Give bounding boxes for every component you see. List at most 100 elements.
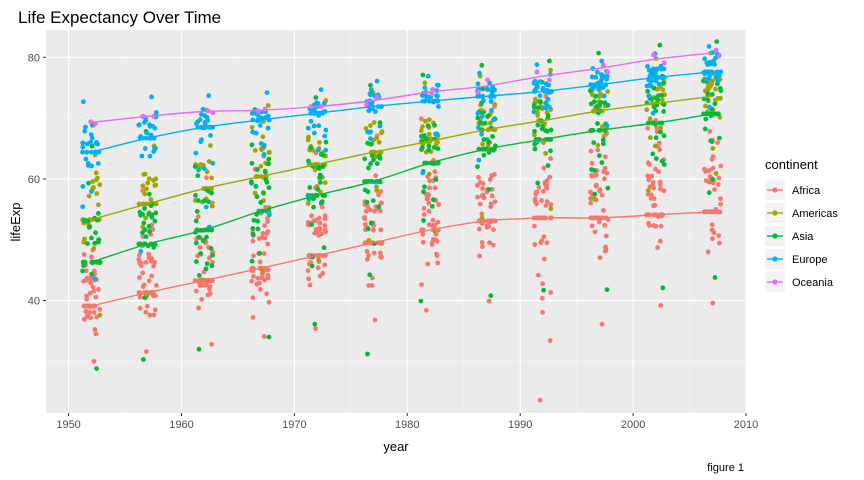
data-point-americas — [426, 131, 432, 137]
data-point-europe — [144, 130, 150, 136]
data-point-americas — [659, 97, 665, 103]
data-point-americas — [316, 257, 321, 263]
data-point-africa — [645, 173, 651, 179]
data-point-africa — [715, 182, 721, 187]
data-point-americas — [206, 159, 212, 164]
data-point-americas — [426, 171, 432, 177]
data-point-americas — [96, 202, 101, 208]
data-point-asia — [426, 147, 432, 153]
data-point-asia — [204, 261, 210, 267]
data-point-africa — [91, 358, 97, 364]
data-point-africa — [88, 315, 93, 320]
data-point-africa — [548, 156, 553, 162]
data-point-africa — [259, 235, 265, 240]
data-point-asia — [591, 140, 597, 146]
data-point-americas — [153, 201, 159, 207]
data-point-africa — [492, 199, 498, 205]
data-point-americas — [479, 215, 485, 221]
data-point-africa — [710, 165, 716, 171]
data-point-europe — [147, 153, 153, 159]
data-point-africa — [593, 182, 599, 188]
data-point-europe — [149, 94, 155, 100]
data-point-africa — [418, 116, 424, 122]
data-point-africa — [548, 202, 554, 207]
data-point-africa — [250, 238, 256, 244]
data-point-europe — [434, 93, 439, 98]
data-point-africa — [319, 231, 324, 237]
data-point-africa — [91, 288, 97, 294]
data-point-europe — [199, 137, 204, 143]
data-point-africa — [717, 209, 722, 215]
data-point-europe — [476, 125, 481, 130]
data-point-americas — [600, 124, 605, 129]
data-point-africa — [261, 251, 267, 256]
data-point-africa — [140, 270, 146, 276]
data-point-asia — [249, 180, 255, 186]
data-point-asia — [592, 94, 598, 99]
data-point-americas — [97, 182, 103, 188]
data-point-europe — [82, 128, 88, 134]
x-tick-label: 1990 — [508, 419, 532, 431]
data-point-africa — [199, 297, 205, 302]
data-point-africa — [539, 198, 544, 203]
data-point-asia — [140, 212, 146, 217]
data-point-europe — [316, 113, 322, 118]
data-point-europe — [535, 84, 540, 90]
data-point-europe — [204, 115, 210, 120]
legend-key-point-africa — [772, 187, 778, 193]
data-point-africa — [426, 192, 431, 198]
data-point-americas — [374, 135, 379, 141]
data-point-africa — [254, 281, 260, 287]
data-point-americas — [591, 196, 597, 202]
data-point-europe — [475, 111, 481, 116]
data-point-africa — [426, 208, 432, 214]
x-tick-label: 1950 — [56, 419, 80, 431]
data-point-africa — [548, 290, 554, 295]
data-point-asia — [714, 111, 720, 117]
data-point-africa — [715, 140, 720, 146]
data-point-europe — [323, 147, 329, 153]
data-point-africa — [84, 296, 90, 302]
data-point-asia — [420, 72, 426, 78]
data-point-americas — [153, 176, 159, 182]
data-point-americas — [548, 67, 553, 73]
data-point-asia — [718, 86, 723, 91]
data-point-africa — [260, 231, 266, 236]
data-point-africa — [544, 185, 549, 191]
data-point-europe — [137, 135, 143, 140]
data-point-asia — [426, 143, 432, 149]
data-point-europe — [599, 72, 604, 78]
data-point-americas — [142, 191, 148, 197]
data-point-africa — [531, 223, 537, 229]
data-point-americas — [94, 191, 100, 196]
data-point-africa — [480, 244, 485, 250]
data-point-europe — [646, 93, 652, 99]
data-point-asia — [712, 101, 718, 107]
data-point-africa — [589, 173, 595, 179]
data-point-americas — [196, 164, 202, 169]
data-point-europe — [264, 90, 270, 95]
data-point-europe — [714, 69, 720, 75]
data-point-asia — [86, 180, 91, 186]
y-tick-label: 40 — [28, 296, 40, 308]
data-point-africa — [257, 259, 263, 265]
data-point-asia — [653, 135, 659, 141]
data-point-asia — [548, 127, 554, 133]
data-point-africa — [593, 172, 599, 178]
data-point-africa — [379, 200, 384, 206]
data-point-africa — [84, 293, 90, 299]
data-point-americas — [95, 175, 100, 181]
data-point-africa — [588, 148, 594, 154]
data-point-asia — [203, 266, 209, 272]
data-point-asia — [193, 240, 199, 246]
data-point-africa — [426, 222, 432, 228]
data-point-africa — [599, 192, 605, 198]
data-point-asia — [201, 198, 207, 204]
legend-key-point-europe — [772, 256, 778, 262]
data-point-africa — [597, 255, 603, 261]
data-point-asia — [377, 155, 383, 161]
data-point-asia — [194, 259, 199, 264]
data-point-asia — [710, 176, 715, 182]
data-point-asia — [435, 160, 441, 166]
x-axis-title: year — [383, 439, 409, 454]
